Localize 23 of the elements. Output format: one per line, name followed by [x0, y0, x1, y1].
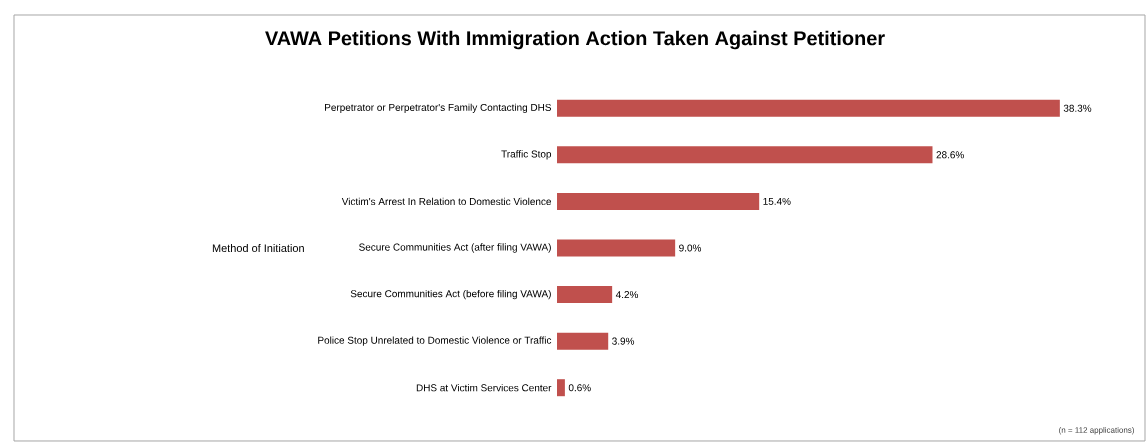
bar	[557, 146, 933, 164]
data-label: 0.6%	[568, 384, 591, 392]
bar	[557, 379, 565, 397]
bar	[557, 286, 613, 304]
y-tick-label: Victim's Arrest In Relation to Domestic Violence	[341, 197, 552, 206]
y-tick-label: Secure Communities Act (after filing VAWA)	[359, 243, 551, 253]
data-label: 38.3%	[1063, 104, 1092, 112]
data-label: 9.0%	[679, 244, 702, 252]
data-label: 15.4%	[763, 197, 791, 205]
bar	[557, 332, 609, 350]
chart-title: VAWA Petitions With Immigration Action Taken Against Petitioner	[265, 30, 885, 50]
bar	[557, 192, 760, 210]
y-tick-label: Secure Communities Act (before filing VAWA)	[350, 289, 551, 300]
y-tick-label: DHS at Victim Services Center	[416, 384, 552, 392]
data-label: 3.9%	[612, 337, 635, 345]
y-tick-label: Traffic Stop	[501, 150, 552, 160]
data-label: 4.2%	[615, 291, 639, 299]
bar	[557, 239, 676, 257]
data-label: 28.6%	[936, 151, 964, 159]
y-axis-title: Method of Initiation	[212, 243, 304, 253]
bar	[557, 99, 1060, 117]
y-tick-label: Police Stop Unrelated to Domestic Violence or Traffic	[318, 336, 552, 346]
y-tick-label: Perpetrator or Perpetrator's Family Contacting DHS	[325, 103, 551, 113]
